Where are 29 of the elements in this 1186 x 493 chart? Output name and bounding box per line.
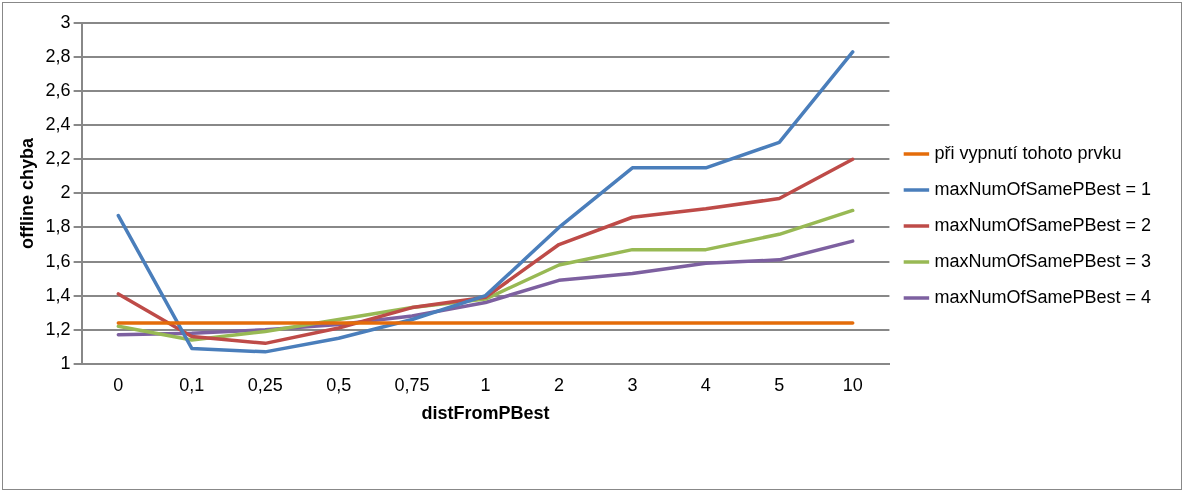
- y-tick-label: 1,6: [45, 250, 71, 271]
- legend-label: maxNumOfSamePBest = 3: [934, 250, 1152, 271]
- y-axis-title: offline chyba: [16, 136, 37, 249]
- y-tick-label: 1,8: [45, 216, 71, 237]
- legend-label: maxNumOfSamePBest = 1: [934, 178, 1152, 199]
- x-tick-label: 1: [480, 374, 491, 395]
- y-tick-label: 1,2: [45, 318, 71, 339]
- y-tick-label: 1: [60, 352, 71, 373]
- x-tick-label: 0,1: [179, 374, 205, 395]
- x-tick-label: 0: [113, 374, 124, 395]
- x-tick-label: 3: [627, 374, 638, 395]
- x-tick-label: 0,75: [394, 374, 430, 395]
- y-tick-label: 1,4: [45, 284, 71, 305]
- y-tick-label: 2,2: [45, 148, 71, 169]
- y-tick-label: 3: [60, 11, 71, 32]
- legend-label: maxNumOfSamePBest = 2: [934, 214, 1152, 235]
- legend-label: maxNumOfSamePBest = 4: [934, 286, 1152, 307]
- y-tick-label: 2,6: [45, 80, 71, 101]
- x-tick-label: 5: [774, 374, 785, 395]
- x-axis-title: distFromPBest: [421, 403, 550, 424]
- x-tick-label: 0,25: [247, 374, 283, 395]
- y-tick-label: 2: [60, 182, 71, 203]
- x-tick-label: 4: [700, 374, 711, 395]
- x-tick-label: 2: [553, 374, 564, 395]
- y-tick-label: 2,8: [45, 46, 71, 67]
- x-tick-label: 10: [842, 374, 863, 395]
- legend-label: při vypnutí tohoto prvku: [934, 142, 1122, 163]
- y-tick-label: 2,4: [45, 114, 71, 135]
- x-tick-label: 0,5: [326, 374, 352, 395]
